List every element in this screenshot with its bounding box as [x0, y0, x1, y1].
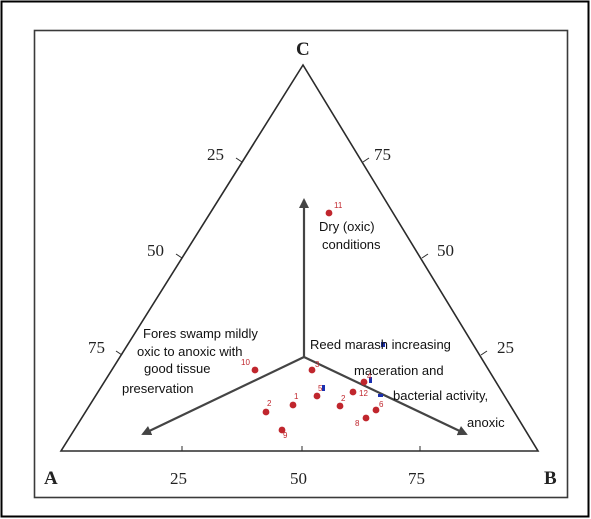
- annotation-line: conditions: [322, 237, 381, 252]
- left-tick-50: [175, 253, 183, 259]
- sample-point-label: 9: [283, 431, 288, 440]
- right-tick-label-50: 50: [437, 241, 454, 260]
- sample-point-label: 12: [359, 389, 368, 398]
- vertex-label-b: B: [544, 468, 557, 489]
- annotation-line: Reed marash increasing: [310, 337, 451, 352]
- sample-point-label: 6: [379, 400, 384, 409]
- left-tick-label-50: 50: [147, 241, 164, 260]
- sample-point-label: 2: [267, 399, 272, 408]
- annotation-line: maceration and: [354, 363, 444, 378]
- sample-point: 11: [325, 201, 343, 217]
- right-tick-50: [421, 253, 429, 259]
- sample-point-label: 10: [241, 358, 250, 367]
- blue-marker: [381, 342, 385, 347]
- annotation-line: bacterial activity,: [393, 388, 488, 403]
- annotation-line: Dry (oxic): [319, 219, 375, 234]
- arrow-left: [141, 356, 305, 436]
- right-tick-75: [362, 157, 370, 163]
- left-tick-label-25: 25: [207, 145, 224, 164]
- left-tick-label-75: 75: [88, 338, 105, 357]
- sample-point: 1: [289, 392, 299, 409]
- sample-point: 4: [360, 372, 372, 386]
- sample-point-dot: [289, 401, 297, 409]
- sample-point: 5: [313, 384, 323, 400]
- annotation-fores-swamp: Fores swamp mildly oxic to anoxic with g…: [122, 326, 258, 396]
- sample-point-dot: [372, 406, 380, 414]
- sample-point: 12: [349, 388, 368, 398]
- sample-point-label: 5: [318, 384, 323, 393]
- sample-point: 2: [262, 399, 272, 416]
- blue-marker: [369, 377, 372, 383]
- sample-point-label: 4: [367, 372, 372, 381]
- sample-point: 6: [372, 400, 384, 414]
- sample-point: 3: [308, 360, 320, 374]
- bottom-tick-label-75: 75: [408, 469, 425, 488]
- sample-point-dot: [362, 414, 370, 422]
- sample-point-dot: [349, 388, 357, 396]
- right-tick-label-25: 25: [497, 338, 514, 357]
- left-tick-25: [235, 157, 243, 163]
- inner-frame: [33, 29, 569, 499]
- bottom-tick-label-25: 25: [170, 469, 187, 488]
- sample-point-label: 3: [315, 360, 320, 369]
- sample-point-label: 2: [341, 394, 346, 403]
- blue-marker: [378, 394, 383, 397]
- annotation-line: anoxic: [467, 415, 505, 430]
- right-tick-label-75: 75: [374, 145, 391, 164]
- annotation-reed-marash: Reed marash increasing maceration and ba…: [310, 337, 505, 430]
- bottom-tick-label-50: 50: [290, 469, 307, 488]
- left-tick-75: [115, 350, 123, 356]
- right-tick-25: [480, 350, 488, 356]
- sample-point-label: 1: [294, 392, 299, 401]
- sample-point-dot: [313, 392, 321, 400]
- sample-point: 8: [355, 414, 370, 428]
- sample-point-dot: [251, 366, 259, 374]
- annotation-dry-conditions: Dry (oxic) conditions: [319, 219, 381, 252]
- sample-point-dot: [360, 378, 368, 386]
- annotation-line: Fores swamp mildly: [143, 326, 258, 341]
- sample-point-dot: [336, 402, 344, 410]
- sample-point-dot: [325, 209, 333, 217]
- annotation-line: good tissue: [144, 361, 211, 376]
- arrow-right: [303, 356, 468, 436]
- blue-marker: [322, 385, 325, 391]
- annotation-line: oxic to anoxic with: [137, 344, 243, 359]
- annotation-line: preservation: [122, 381, 194, 396]
- sample-point-dot: [278, 426, 286, 434]
- sample-point-dot: [308, 366, 316, 374]
- sample-point: 9: [278, 426, 288, 440]
- sample-point: 2: [336, 394, 346, 410]
- sample-point-label: 11: [334, 201, 343, 210]
- vertex-label-c: C: [296, 39, 310, 60]
- sample-point-dot: [262, 408, 270, 416]
- vertex-label-a: A: [44, 468, 58, 489]
- sample-point-label: 8: [355, 419, 360, 428]
- sample-point: 10: [241, 358, 259, 374]
